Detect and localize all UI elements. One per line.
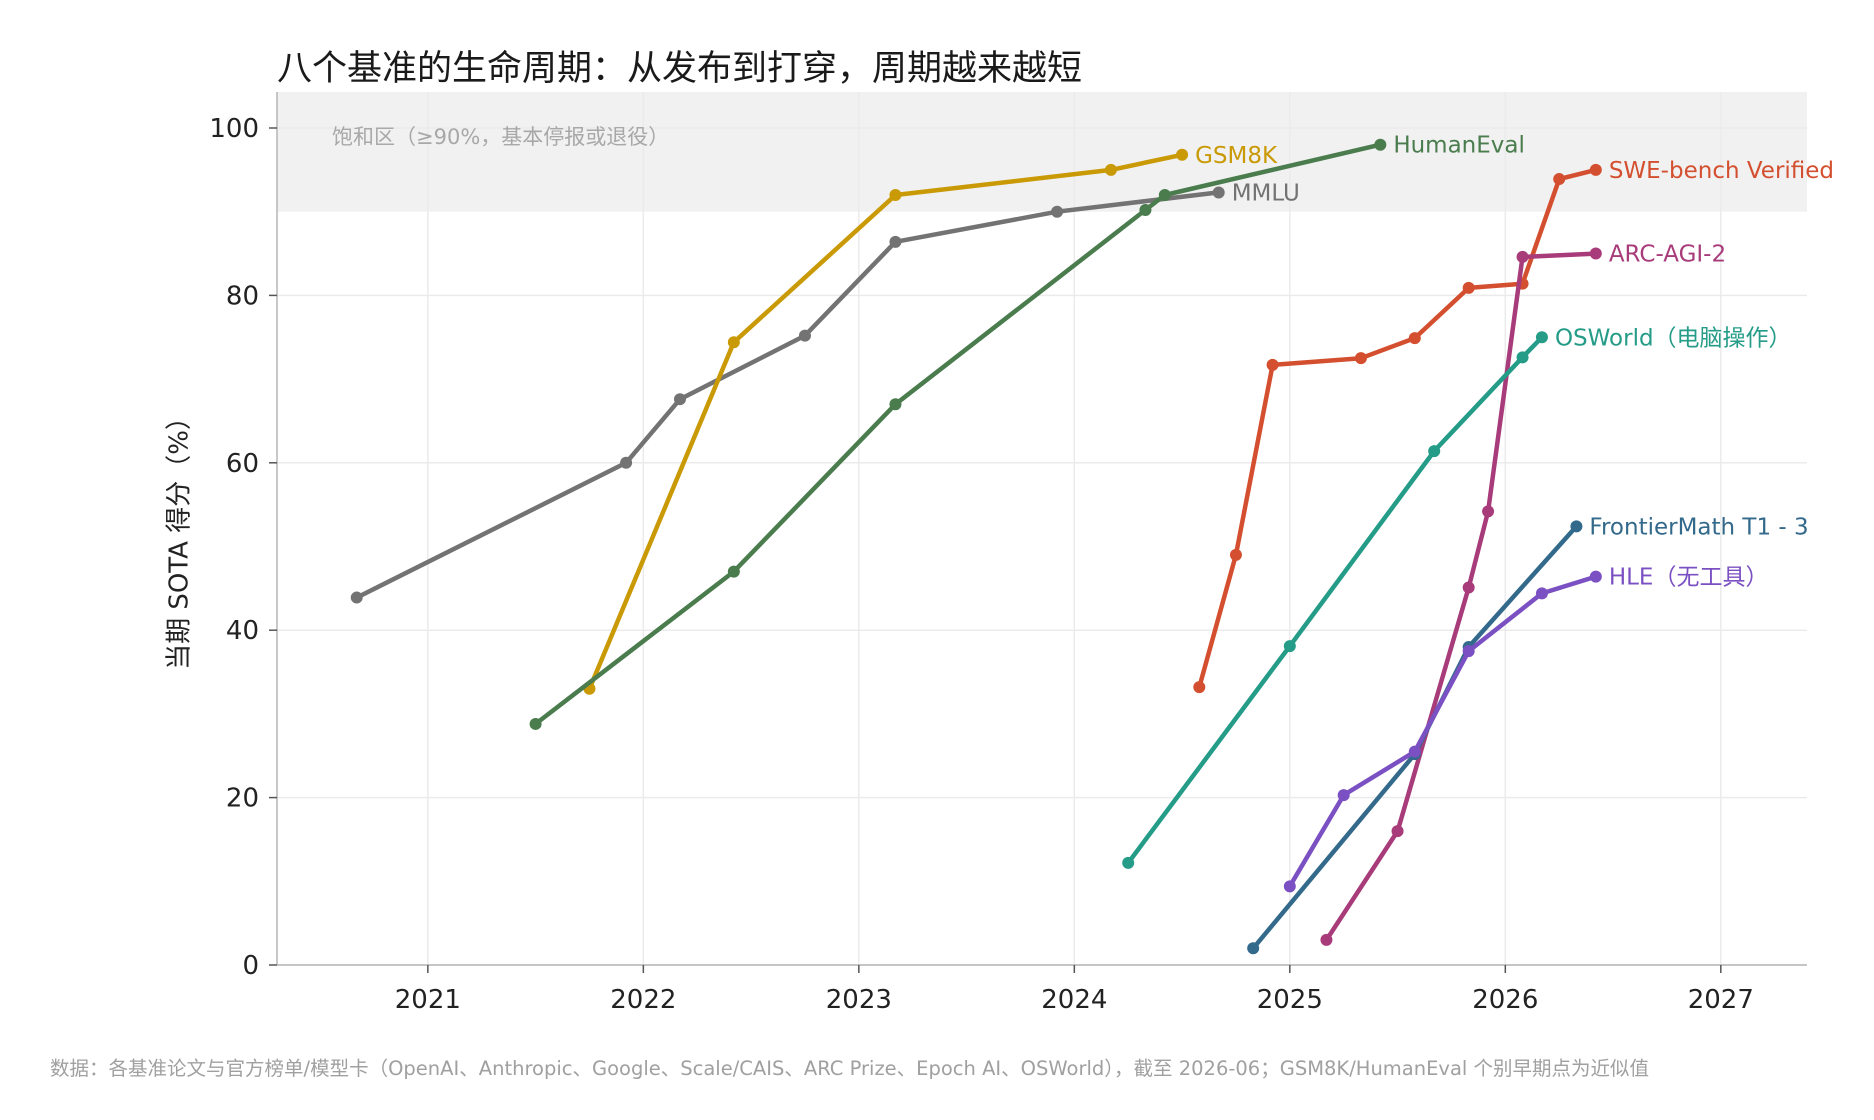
data-point-mmlu	[1051, 205, 1064, 218]
data-point-mmlu	[673, 393, 686, 406]
x-tick-label: 2026	[1472, 985, 1538, 1015]
data-point-swe-bench-verified	[1462, 281, 1475, 294]
data-point-humaneval	[529, 717, 542, 730]
data-point-gsm8k	[889, 188, 902, 201]
series-label-mmlu: MMLU	[1232, 180, 1300, 206]
data-point-mmlu	[889, 235, 902, 248]
saturation-band	[277, 92, 1807, 212]
chart-title: 八个基准的生命周期：从发布到打穿，周期越来越短	[277, 49, 1083, 89]
data-point-mmlu	[350, 591, 363, 604]
data-point-osworld	[1122, 856, 1135, 869]
data-point-humaneval	[1158, 188, 1171, 201]
data-point-humaneval	[727, 565, 740, 578]
series-line-humaneval	[533, 142, 1383, 727]
series-line-frontiermath-t1-3	[1250, 524, 1579, 951]
data-point-swe-bench-verified	[1229, 548, 1242, 561]
series-label-gsm8k: GSM8K	[1195, 143, 1278, 169]
data-point-mmlu	[620, 456, 633, 469]
y-tick-label: 80	[226, 281, 259, 311]
series-label-frontiermath-t1-3: FrontierMath T1 - 3	[1589, 514, 1808, 540]
data-point-osworld	[1428, 445, 1441, 458]
series-label-arc-agi-2: ARC-AGI-2	[1609, 242, 1726, 268]
series-label-swe-bench-verified: SWE-bench Verified	[1609, 158, 1834, 184]
data-point-mmlu	[1212, 186, 1225, 199]
x-tick-label: 2027	[1688, 985, 1754, 1015]
data-point-hle	[1408, 745, 1421, 758]
series-label-humaneval: HumanEval	[1393, 133, 1525, 159]
series-line-hle	[1287, 574, 1599, 889]
source-note: 数据：各基准论文与官方榜单/模型卡（OpenAI、Anthropic、Googl…	[50, 1057, 1650, 1080]
data-point-hle	[1589, 570, 1602, 583]
series-line-arc-agi-2	[1324, 251, 1599, 943]
data-point-gsm8k	[727, 336, 740, 349]
x-tick-label: 2022	[610, 985, 676, 1015]
x-tick-label: 2023	[826, 985, 892, 1015]
x-tick-label: 2024	[1041, 985, 1107, 1015]
data-point-swe-bench-verified	[1354, 352, 1367, 365]
data-point-arc-agi-2	[1462, 581, 1475, 594]
series-line-osworld	[1125, 335, 1545, 866]
data-point-frontiermath-t1-3	[1247, 942, 1260, 955]
series-label-hle: HLE（无工具）	[1609, 565, 1769, 591]
data-point-osworld	[1535, 331, 1548, 344]
x-tick-label: 2025	[1257, 985, 1323, 1015]
series-label-osworld: OSWorld（电脑操作）	[1555, 325, 1792, 351]
data-point-hle	[1337, 789, 1350, 802]
data-point-hle	[1462, 645, 1475, 658]
data-point-gsm8k	[1104, 163, 1117, 176]
data-point-swe-bench-verified	[1193, 681, 1206, 694]
data-point-humaneval	[1374, 138, 1387, 151]
data-point-mmlu	[798, 329, 811, 342]
y-tick-label: 40	[226, 616, 259, 646]
data-point-humaneval	[1139, 204, 1152, 217]
data-point-osworld	[1516, 351, 1529, 364]
data-point-swe-bench-verified	[1408, 332, 1421, 345]
data-point-arc-agi-2	[1516, 250, 1529, 263]
data-point-frontiermath-t1-3	[1570, 520, 1583, 533]
data-point-swe-bench-verified	[1553, 173, 1566, 186]
y-tick-label: 0	[242, 951, 259, 981]
y-tick-label: 20	[226, 784, 259, 814]
saturation-annotation: 饱和区（≥90%，基本停报或退役）	[332, 125, 669, 149]
data-point-humaneval	[889, 398, 902, 411]
data-point-swe-bench-verified	[1589, 163, 1602, 176]
x-tick-label: 2021	[395, 985, 461, 1015]
series-line-swe-bench-verified	[1197, 167, 1599, 690]
series-line-gsm8k	[587, 152, 1185, 692]
data-point-arc-agi-2	[1320, 933, 1333, 946]
data-point-gsm8k	[1176, 148, 1189, 161]
data-point-arc-agi-2	[1391, 825, 1404, 838]
data-point-hle	[1283, 880, 1296, 893]
data-point-osworld	[1283, 640, 1296, 653]
data-point-arc-agi-2	[1482, 505, 1495, 518]
data-point-swe-bench-verified	[1266, 358, 1279, 371]
y-axis-label: 当期 SOTA 得分（%）	[164, 404, 195, 670]
data-point-arc-agi-2	[1589, 247, 1602, 260]
data-point-hle	[1535, 587, 1548, 600]
y-tick-label: 60	[226, 449, 259, 479]
y-tick-label: 100	[209, 114, 259, 144]
